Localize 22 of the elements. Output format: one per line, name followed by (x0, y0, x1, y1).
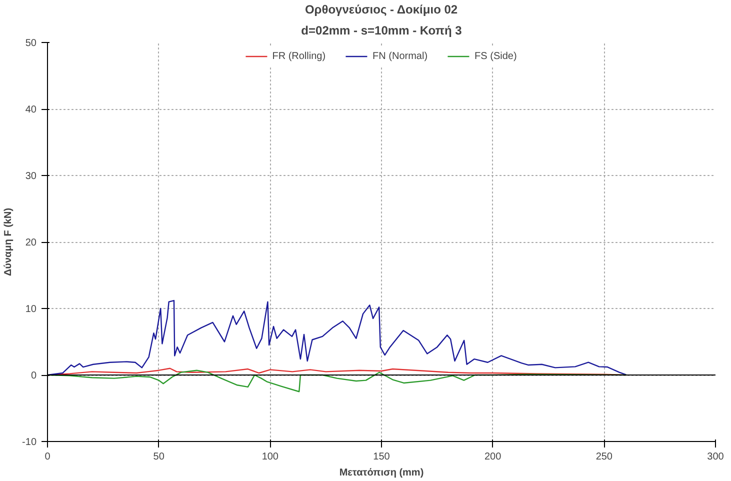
y-tick-label: 20 (25, 238, 37, 248)
x-axis-title: Μετατόπιση (mm) (339, 468, 424, 478)
x-tick-label: 100 (262, 452, 279, 462)
x-tick-label: 300 (707, 452, 724, 462)
chart-subtitle: d=02mm - s=10mm - Κοπή 3 (301, 24, 462, 38)
y-tick-label: -10 (22, 437, 37, 448)
legend-label: FS (Side) (474, 50, 517, 62)
y-tick-label: 50 (25, 38, 37, 49)
legend-label: FR (Rolling) (272, 50, 326, 62)
y-tick-label: 40 (25, 104, 37, 116)
x-tick-label: 150 (373, 452, 390, 462)
y-tick-label: 0 (30, 370, 37, 382)
x-tick-label: 50 (153, 452, 165, 462)
y-axis-title: Δύναμη F (kN) (3, 208, 14, 276)
line-series (48, 300, 627, 376)
x-tick-label: 200 (484, 452, 502, 462)
y-tick-label: 10 (25, 304, 37, 315)
x-tick-label: 0 (44, 452, 51, 462)
x-tick-label: 250 (596, 452, 613, 462)
legend-label: FN (Normal) (372, 50, 428, 62)
y-tick-label: 30 (25, 171, 37, 182)
chart-title: Ορθογνεύσιος - Δοκίμιο 02 (304, 2, 458, 16)
